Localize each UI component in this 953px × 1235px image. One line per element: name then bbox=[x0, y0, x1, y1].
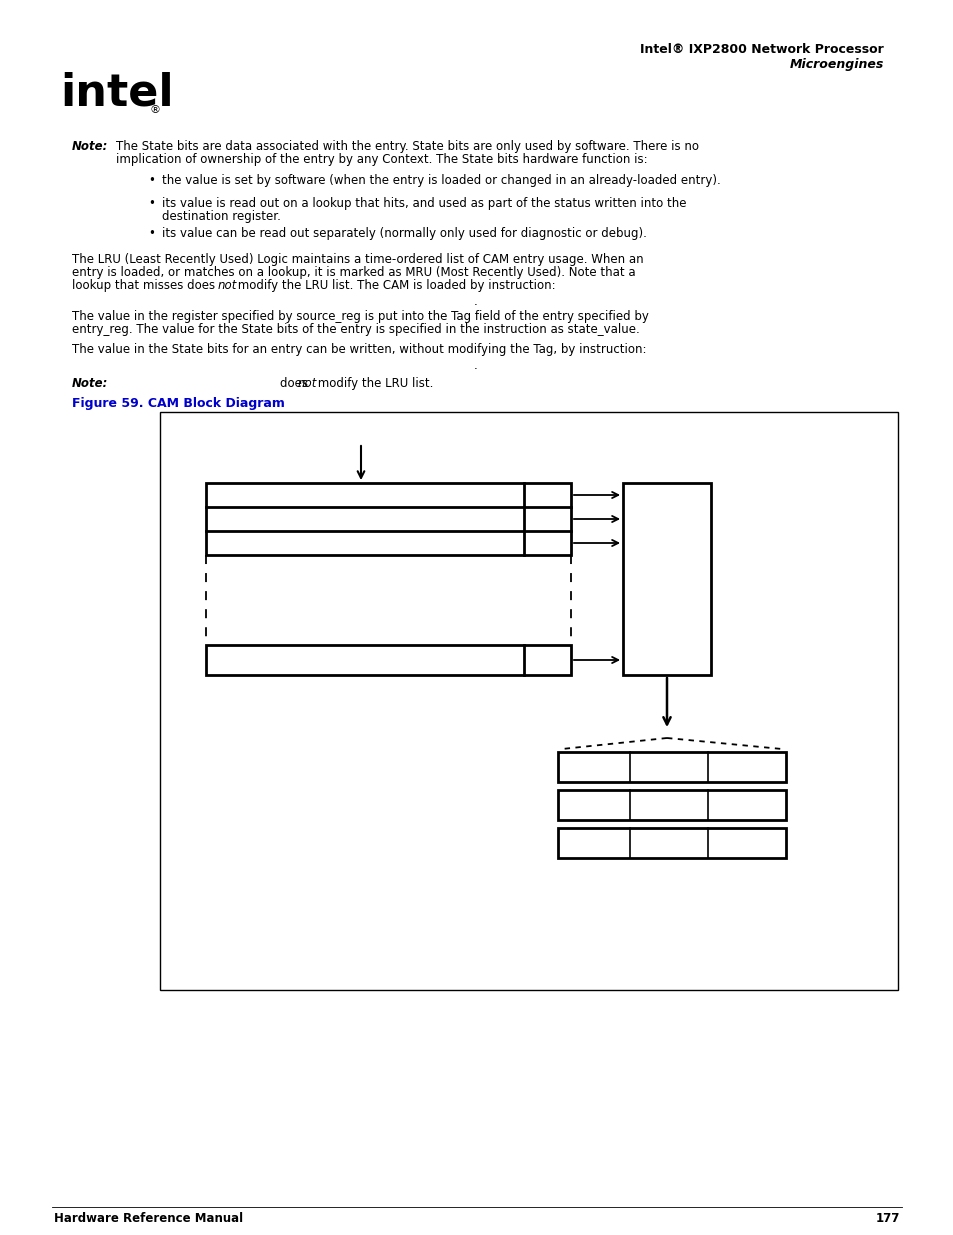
Text: The value in the State bits for an entry can be written, without modifying the T: The value in the State bits for an entry… bbox=[71, 343, 646, 356]
Text: ®: ® bbox=[150, 105, 161, 115]
Bar bbox=[160, 412, 897, 990]
Text: implication of ownership of the entry by any Context. The State bits hardware fu: implication of ownership of the entry by… bbox=[116, 153, 647, 165]
Text: the value is set by software (when the entry is loaded or changed in an already-: the value is set by software (when the e… bbox=[162, 174, 720, 186]
Text: •: • bbox=[148, 174, 154, 186]
Text: Note:: Note: bbox=[71, 140, 109, 153]
Bar bbox=[558, 752, 785, 782]
Text: its value can be read out separately (normally only used for diagnostic or debug: its value can be read out separately (no… bbox=[162, 227, 646, 240]
Text: .: . bbox=[474, 295, 477, 308]
Text: •: • bbox=[148, 227, 154, 240]
Text: intel: intel bbox=[60, 72, 173, 115]
Text: modify the LRU list. The CAM is loaded by instruction:: modify the LRU list. The CAM is loaded b… bbox=[233, 279, 555, 291]
Bar bbox=[558, 827, 785, 858]
Text: entry_reg. The value for the State bits of the entry is specified in the instruc: entry_reg. The value for the State bits … bbox=[71, 324, 639, 336]
Text: Hardware Reference Manual: Hardware Reference Manual bbox=[54, 1212, 243, 1225]
Text: 177: 177 bbox=[875, 1212, 899, 1225]
Text: Figure 59. CAM Block Diagram: Figure 59. CAM Block Diagram bbox=[71, 396, 285, 410]
Text: does: does bbox=[280, 377, 312, 390]
Bar bbox=[206, 483, 571, 555]
Text: The State bits are data associated with the entry. State bits are only used by s: The State bits are data associated with … bbox=[116, 140, 699, 153]
Text: not: not bbox=[297, 377, 317, 390]
Text: Microengines: Microengines bbox=[789, 58, 883, 70]
Bar bbox=[206, 645, 571, 676]
Text: .: . bbox=[474, 359, 477, 372]
Text: Intel® IXP2800 Network Processor: Intel® IXP2800 Network Processor bbox=[639, 43, 883, 56]
Text: The LRU (Least Recently Used) Logic maintains a time-ordered list of CAM entry u: The LRU (Least Recently Used) Logic main… bbox=[71, 253, 643, 266]
Text: entry is loaded, or matches on a lookup, it is marked as MRU (Most Recently Used: entry is loaded, or matches on a lookup,… bbox=[71, 266, 635, 279]
Text: destination register.: destination register. bbox=[162, 210, 280, 224]
Text: not: not bbox=[218, 279, 237, 291]
Text: lookup that misses does: lookup that misses does bbox=[71, 279, 218, 291]
Bar bbox=[622, 483, 710, 676]
Text: Note:: Note: bbox=[71, 377, 109, 390]
Text: modify the LRU list.: modify the LRU list. bbox=[314, 377, 433, 390]
Text: •: • bbox=[148, 198, 154, 210]
Text: its value is read out on a lookup that hits, and used as part of the status writ: its value is read out on a lookup that h… bbox=[162, 198, 686, 210]
Text: The value in the register specified by source_reg is put into the Tag field of t: The value in the register specified by s… bbox=[71, 310, 648, 324]
Bar bbox=[558, 790, 785, 820]
